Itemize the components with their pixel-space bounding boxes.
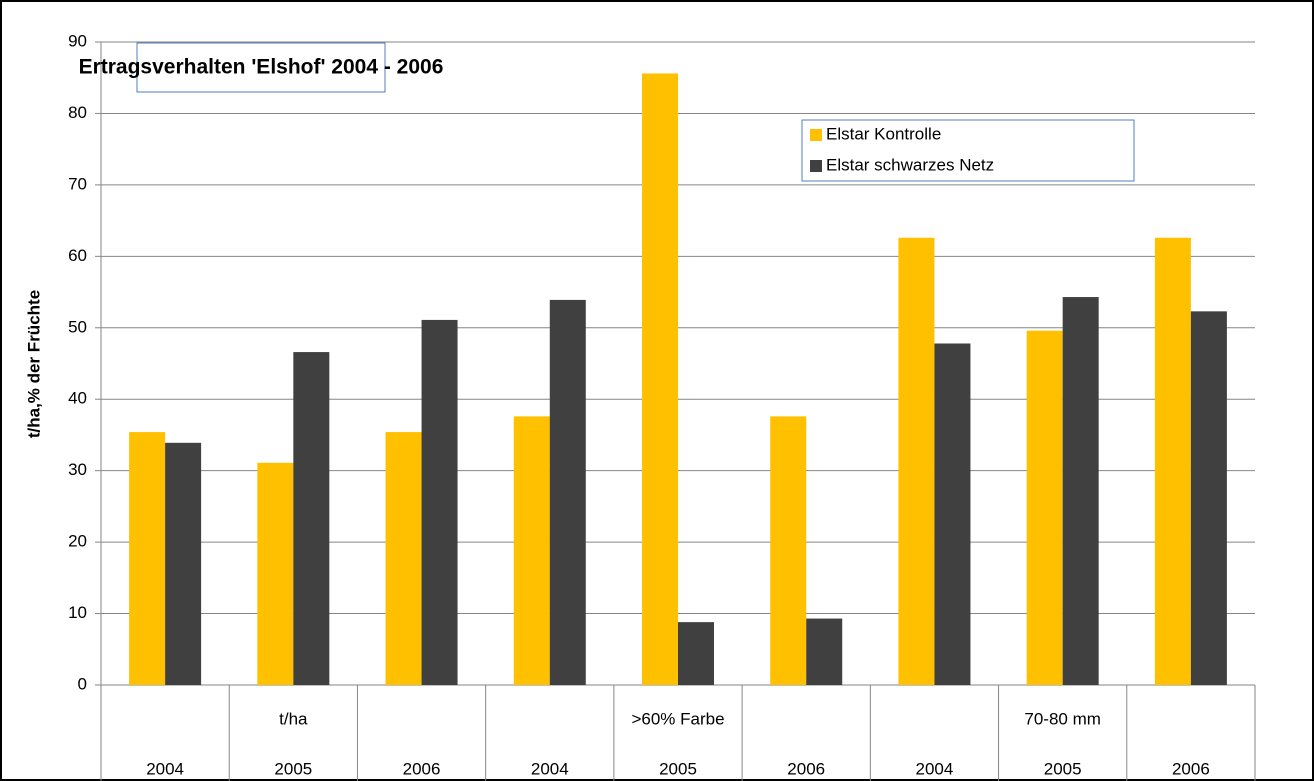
x-tick-label: 2006	[1172, 759, 1210, 778]
legend-swatch	[810, 160, 822, 172]
legend-swatch	[810, 129, 822, 141]
bar	[934, 343, 971, 685]
y-axis-label: t/ha,% der Früchte	[24, 290, 43, 438]
bar	[549, 299, 586, 685]
bar	[806, 618, 843, 685]
legend-label: Elstar Kontrolle	[826, 124, 941, 143]
category-group-label: 70-80 mm	[1024, 709, 1101, 728]
bar	[642, 73, 678, 686]
y-tick-label: 60	[68, 246, 87, 265]
bar	[770, 416, 807, 685]
bar	[1062, 297, 1099, 685]
x-tick-label: 2006	[787, 759, 825, 778]
bar	[898, 237, 935, 685]
bar	[1190, 311, 1227, 685]
x-tick-label: 2005	[659, 759, 697, 778]
y-tick-label: 10	[68, 603, 87, 622]
x-tick-label: 2004	[916, 759, 954, 778]
x-tick-label: 2004	[146, 759, 184, 778]
y-tick-label: 50	[68, 317, 87, 336]
bar	[257, 462, 294, 685]
y-tick-label: 20	[68, 532, 87, 551]
title-box	[136, 42, 386, 93]
legend-label: Elstar schwarzes Netz	[826, 155, 994, 174]
x-tick-label: 2006	[403, 759, 441, 778]
bar	[1026, 330, 1063, 685]
bar	[165, 442, 202, 685]
bar	[293, 352, 330, 685]
y-tick-label: 40	[68, 389, 87, 408]
y-tick-label: 80	[68, 103, 87, 122]
x-tick-label: 2004	[531, 759, 569, 778]
y-tick-label: 90	[68, 31, 87, 50]
chart-title: Ertragsverhalten 'Elshof' 2004 - 2006	[79, 56, 444, 79]
y-tick-label: 70	[68, 174, 87, 193]
legend-box	[801, 119, 1135, 182]
bar	[129, 432, 166, 685]
x-tick-label: 2005	[1044, 759, 1082, 778]
y-tick-label: 0	[78, 674, 87, 693]
category-group-label: >60% Farbe	[631, 709, 724, 728]
bar	[1154, 237, 1191, 685]
bar	[678, 622, 714, 685]
bar	[513, 416, 550, 685]
bar	[385, 432, 422, 685]
category-group-label: t/ha	[279, 709, 308, 728]
bar	[421, 319, 458, 685]
x-tick-label: 2005	[274, 759, 312, 778]
y-tick-label: 30	[68, 460, 87, 479]
